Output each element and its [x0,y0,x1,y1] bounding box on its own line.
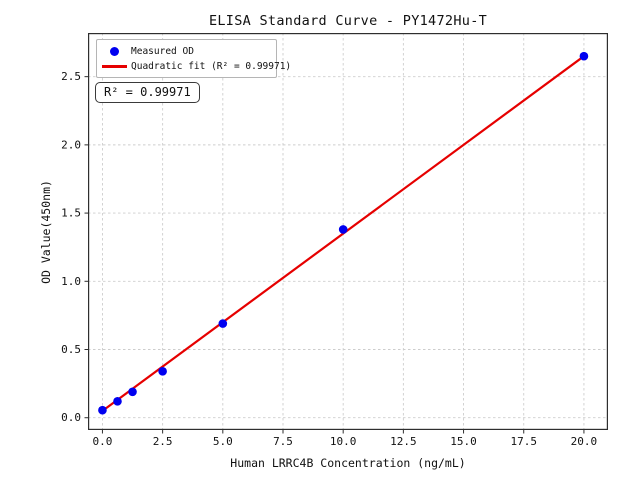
r-squared-annotation: R² = 0.99971 [95,82,200,103]
svg-text:2.0: 2.0 [61,138,81,151]
legend-marker-cell [97,47,131,56]
fit-line-icon [101,65,127,68]
svg-text:7.5: 7.5 [273,435,293,448]
svg-text:0.5: 0.5 [61,343,81,356]
legend-item-quadratic-fit: Quadratic fit (R² = 0.99971) [97,59,291,74]
svg-text:2.5: 2.5 [61,70,81,83]
svg-text:5.0: 5.0 [213,435,233,448]
svg-text:12.5: 12.5 [390,435,417,448]
svg-text:2.5: 2.5 [153,435,173,448]
svg-text:0.0: 0.0 [93,435,113,448]
svg-text:1.5: 1.5 [61,207,81,220]
legend-item-measured-od: Measured OD [97,44,272,59]
x-axis-label: Human LRRC4B Concentration (ng/mL) [230,456,466,470]
legend-marker-cell [97,65,131,68]
svg-text:10.0: 10.0 [330,435,357,448]
svg-text:17.5: 17.5 [510,435,536,448]
scatter-point-icon [109,47,119,56]
svg-text:15.0: 15.0 [450,435,477,448]
y-axis-label: OD Value(450nm) [39,180,53,284]
legend-label-measured-od: Measured OD [131,45,194,57]
legend-label-quadratic-fit: Quadratic fit (R² = 0.99971) [131,60,292,72]
svg-text:20.0: 20.0 [571,435,598,448]
chart-title: ELISA Standard Curve - PY1472Hu-T [208,13,488,29]
svg-text:1.0: 1.0 [61,275,81,288]
svg-text:0.0: 0.0 [61,411,81,424]
legend: Measured OD Quadratic fit (R² = 0.99971) [96,39,291,78]
